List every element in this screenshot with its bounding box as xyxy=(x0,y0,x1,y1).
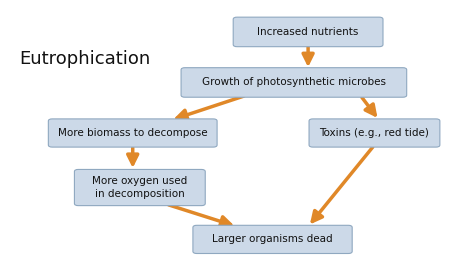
FancyBboxPatch shape xyxy=(74,169,205,206)
FancyBboxPatch shape xyxy=(233,17,383,47)
Text: Growth of photosynthetic microbes: Growth of photosynthetic microbes xyxy=(202,77,386,88)
Text: Toxins (e.g., red tide): Toxins (e.g., red tide) xyxy=(319,128,429,138)
FancyBboxPatch shape xyxy=(193,225,352,253)
Text: Eutrophication: Eutrophication xyxy=(19,49,150,68)
Text: More oxygen used
in decomposition: More oxygen used in decomposition xyxy=(92,176,187,199)
Text: Increased nutrients: Increased nutrients xyxy=(257,27,359,37)
FancyBboxPatch shape xyxy=(181,68,407,97)
Text: More biomass to decompose: More biomass to decompose xyxy=(58,128,208,138)
FancyBboxPatch shape xyxy=(48,119,217,147)
Text: Larger organisms dead: Larger organisms dead xyxy=(212,234,333,244)
FancyBboxPatch shape xyxy=(309,119,440,147)
